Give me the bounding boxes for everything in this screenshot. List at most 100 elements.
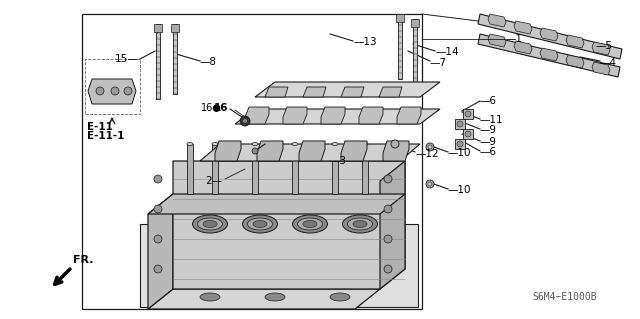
Circle shape <box>465 131 471 137</box>
Text: —10: —10 <box>448 185 472 195</box>
Bar <box>82 14 422 309</box>
Ellipse shape <box>342 215 378 233</box>
Polygon shape <box>88 79 136 104</box>
Polygon shape <box>514 21 532 34</box>
Bar <box>154 24 162 32</box>
Polygon shape <box>488 14 506 27</box>
Text: —7: —7 <box>430 58 447 68</box>
Polygon shape <box>592 42 610 55</box>
Ellipse shape <box>353 220 367 227</box>
Text: —12: —12 <box>415 149 438 159</box>
Text: —5: —5 <box>595 41 612 51</box>
Polygon shape <box>478 34 620 77</box>
Circle shape <box>384 235 392 243</box>
Polygon shape <box>359 107 383 124</box>
Text: —10: —10 <box>448 148 472 158</box>
Text: E-11: E-11 <box>87 122 113 132</box>
Polygon shape <box>148 289 380 309</box>
Text: 16●: 16● <box>201 103 222 113</box>
Polygon shape <box>379 87 402 97</box>
Bar <box>398 14 402 79</box>
Polygon shape <box>303 87 326 97</box>
Circle shape <box>428 145 432 149</box>
Text: 16: 16 <box>214 103 228 113</box>
Text: —6: —6 <box>480 147 497 157</box>
Text: —9: —9 <box>480 125 497 135</box>
Polygon shape <box>245 107 269 124</box>
Ellipse shape <box>203 220 217 227</box>
Bar <box>171 24 179 32</box>
Text: —1: —1 <box>505 34 522 44</box>
Polygon shape <box>299 141 325 161</box>
Ellipse shape <box>292 143 298 145</box>
Circle shape <box>391 140 399 148</box>
Polygon shape <box>140 224 418 307</box>
Polygon shape <box>397 107 421 124</box>
Circle shape <box>243 119 247 123</box>
Bar <box>396 14 404 22</box>
Ellipse shape <box>198 218 223 230</box>
Text: FR.: FR. <box>73 255 93 265</box>
Ellipse shape <box>248 218 273 230</box>
Bar <box>212 144 218 194</box>
Bar <box>362 144 368 194</box>
Polygon shape <box>341 141 367 161</box>
Bar <box>85 59 140 114</box>
Polygon shape <box>257 141 283 161</box>
Polygon shape <box>383 141 409 161</box>
Text: —8: —8 <box>200 57 217 67</box>
Bar <box>413 19 417 84</box>
Circle shape <box>154 235 162 243</box>
Text: —9: —9 <box>480 137 497 147</box>
Polygon shape <box>566 55 584 68</box>
Ellipse shape <box>348 218 372 230</box>
Polygon shape <box>592 62 610 75</box>
Polygon shape <box>200 144 420 161</box>
Bar <box>292 144 298 194</box>
Polygon shape <box>566 35 584 48</box>
Ellipse shape <box>193 215 227 233</box>
Circle shape <box>240 116 250 126</box>
Polygon shape <box>341 87 364 97</box>
Circle shape <box>465 111 471 117</box>
Polygon shape <box>321 107 345 124</box>
Ellipse shape <box>330 293 350 301</box>
Text: E-11-1: E-11-1 <box>87 131 124 141</box>
Ellipse shape <box>253 220 267 227</box>
Text: —14: —14 <box>435 47 459 57</box>
Bar <box>463 129 473 139</box>
Polygon shape <box>488 34 506 47</box>
Circle shape <box>154 265 162 273</box>
Circle shape <box>426 143 434 151</box>
Ellipse shape <box>252 143 258 145</box>
Circle shape <box>426 180 434 188</box>
Text: —11: —11 <box>480 115 504 125</box>
Polygon shape <box>540 28 558 41</box>
Ellipse shape <box>265 293 285 301</box>
Polygon shape <box>148 194 405 214</box>
Text: —6: —6 <box>480 96 497 106</box>
Text: 2—: 2— <box>205 176 222 186</box>
Circle shape <box>154 205 162 213</box>
Text: —4: —4 <box>600 58 617 68</box>
Bar <box>156 24 160 99</box>
Ellipse shape <box>200 293 220 301</box>
Polygon shape <box>215 141 241 161</box>
Text: S6M4−E1000B: S6M4−E1000B <box>532 292 597 302</box>
Polygon shape <box>255 82 440 97</box>
Circle shape <box>457 121 463 127</box>
Ellipse shape <box>362 143 368 145</box>
Bar <box>173 24 177 94</box>
Circle shape <box>428 182 432 186</box>
Circle shape <box>384 265 392 273</box>
Polygon shape <box>283 107 307 124</box>
Circle shape <box>252 148 258 154</box>
Ellipse shape <box>298 218 323 230</box>
Polygon shape <box>148 194 173 309</box>
Polygon shape <box>478 14 622 59</box>
Circle shape <box>154 175 162 183</box>
Polygon shape <box>514 41 532 54</box>
Bar <box>455 119 465 129</box>
Bar <box>411 19 419 27</box>
Text: —13: —13 <box>353 37 376 47</box>
